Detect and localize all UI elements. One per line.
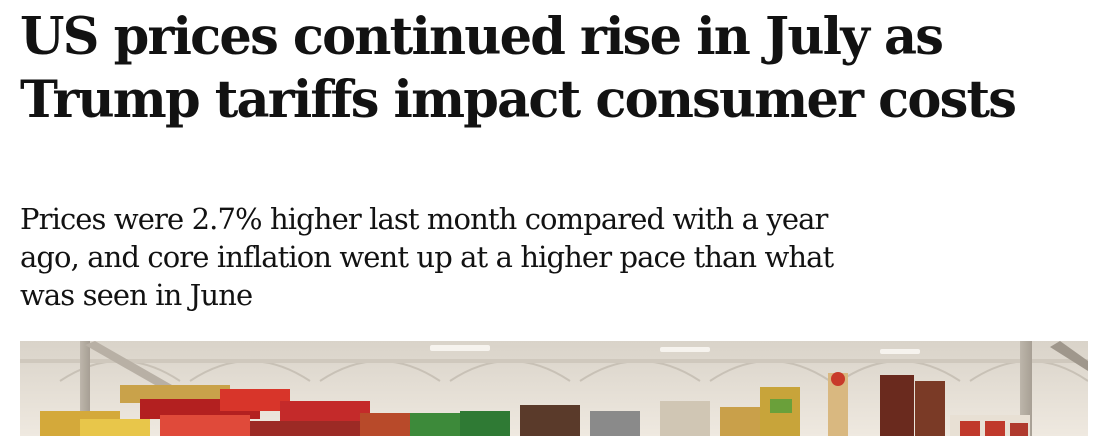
standfirst-line-3: was seen in June [20, 278, 253, 312]
standfirst-line-2: ago, and core inflation went up at a hig… [20, 240, 834, 274]
product-shelves [40, 372, 1030, 436]
hero-image [20, 341, 1088, 436]
standfirst-line-1: Prices were 2.7% higher last month compa… [20, 202, 828, 236]
standfirst: Prices were 2.7% higher last month compa… [20, 200, 950, 314]
headline-line-1: US prices continued rise in July as [20, 7, 944, 67]
supermarket-photo [20, 341, 1088, 436]
headline: US prices continued rise in July as Trum… [20, 6, 1080, 132]
headline-line-2: Trump tariffs impact consumer costs [20, 70, 1017, 130]
ceiling-lights [430, 345, 920, 354]
